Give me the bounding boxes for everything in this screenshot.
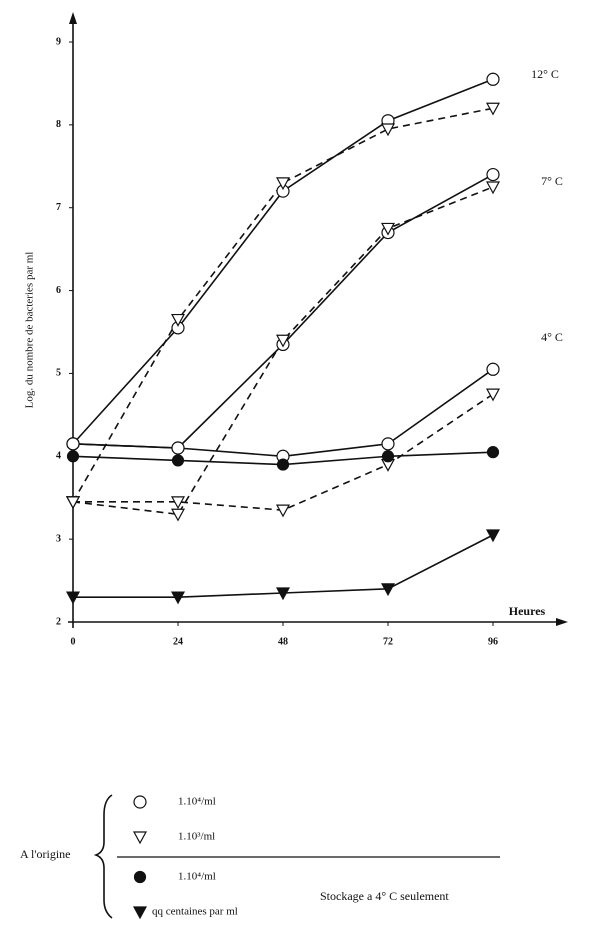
x-axis-label: Heures	[509, 604, 546, 618]
data-point	[65, 591, 81, 605]
series-line	[72, 78, 494, 445]
y-axis-label: Log. du nombre de bacteries par ml	[24, 252, 36, 409]
data-point	[380, 583, 396, 597]
legend-note: Stockage a 4° C seulement	[320, 889, 449, 903]
y-tick-label: 8	[56, 119, 61, 130]
data-point	[486, 167, 500, 182]
series-line	[72, 368, 494, 458]
brace	[93, 794, 113, 919]
annotation: 4° C	[541, 330, 563, 344]
data-point	[275, 177, 291, 191]
y-tick-label: 5	[56, 368, 61, 379]
y-tick-label: 6	[56, 285, 61, 296]
y-arrow	[69, 12, 77, 24]
data-point	[66, 437, 80, 451]
data-point	[170, 313, 186, 327]
data-point	[381, 450, 395, 463]
data-point	[486, 446, 500, 459]
data-point	[381, 437, 395, 451]
series-line	[72, 107, 494, 503]
data-point	[170, 508, 186, 522]
data-point	[380, 123, 396, 137]
data-point	[486, 362, 500, 376]
x-tick-label: 0	[71, 636, 76, 647]
x-tick-label: 96	[488, 636, 498, 647]
annotation: 12° C	[531, 67, 559, 81]
data-point	[486, 72, 500, 86]
y-tick-label: 7	[56, 202, 61, 213]
data-point	[276, 458, 290, 471]
data-point	[485, 388, 501, 402]
data-point	[485, 102, 501, 116]
legend-marker	[133, 795, 147, 809]
legend-entry: 1.10⁴/ml	[178, 871, 216, 883]
y-tick-label: 4	[56, 451, 61, 462]
series-line	[72, 173, 494, 449]
data-point	[380, 222, 396, 236]
data-point	[170, 496, 186, 510]
legend-marker	[132, 906, 148, 920]
y-tick-label: 3	[56, 533, 61, 544]
y-tick-label: 2	[56, 616, 61, 627]
data-point	[485, 181, 501, 195]
legend-marker	[133, 870, 147, 884]
x-tick-label: 48	[278, 636, 288, 647]
data-point	[66, 450, 80, 463]
legend-entry: 1.10³/ml	[178, 831, 215, 843]
y-tick-label: 9	[56, 36, 61, 47]
legend-marker	[132, 831, 148, 845]
legend-entry: qq centaines par ml	[152, 906, 238, 918]
data-point	[171, 454, 185, 467]
legend-entry: 1.10⁴/ml	[178, 796, 216, 808]
data-point	[275, 587, 291, 601]
data-point	[170, 591, 186, 605]
data-point	[275, 334, 291, 348]
x-tick-label: 72	[383, 636, 393, 647]
data-point	[485, 529, 501, 543]
data-point	[275, 504, 291, 518]
data-point	[65, 496, 81, 510]
data-point	[171, 441, 185, 455]
annotation: 7° C	[541, 174, 563, 188]
legend-title: A l'origine	[20, 847, 71, 861]
x-tick-label: 24	[173, 636, 183, 647]
x-arrow	[556, 618, 568, 626]
